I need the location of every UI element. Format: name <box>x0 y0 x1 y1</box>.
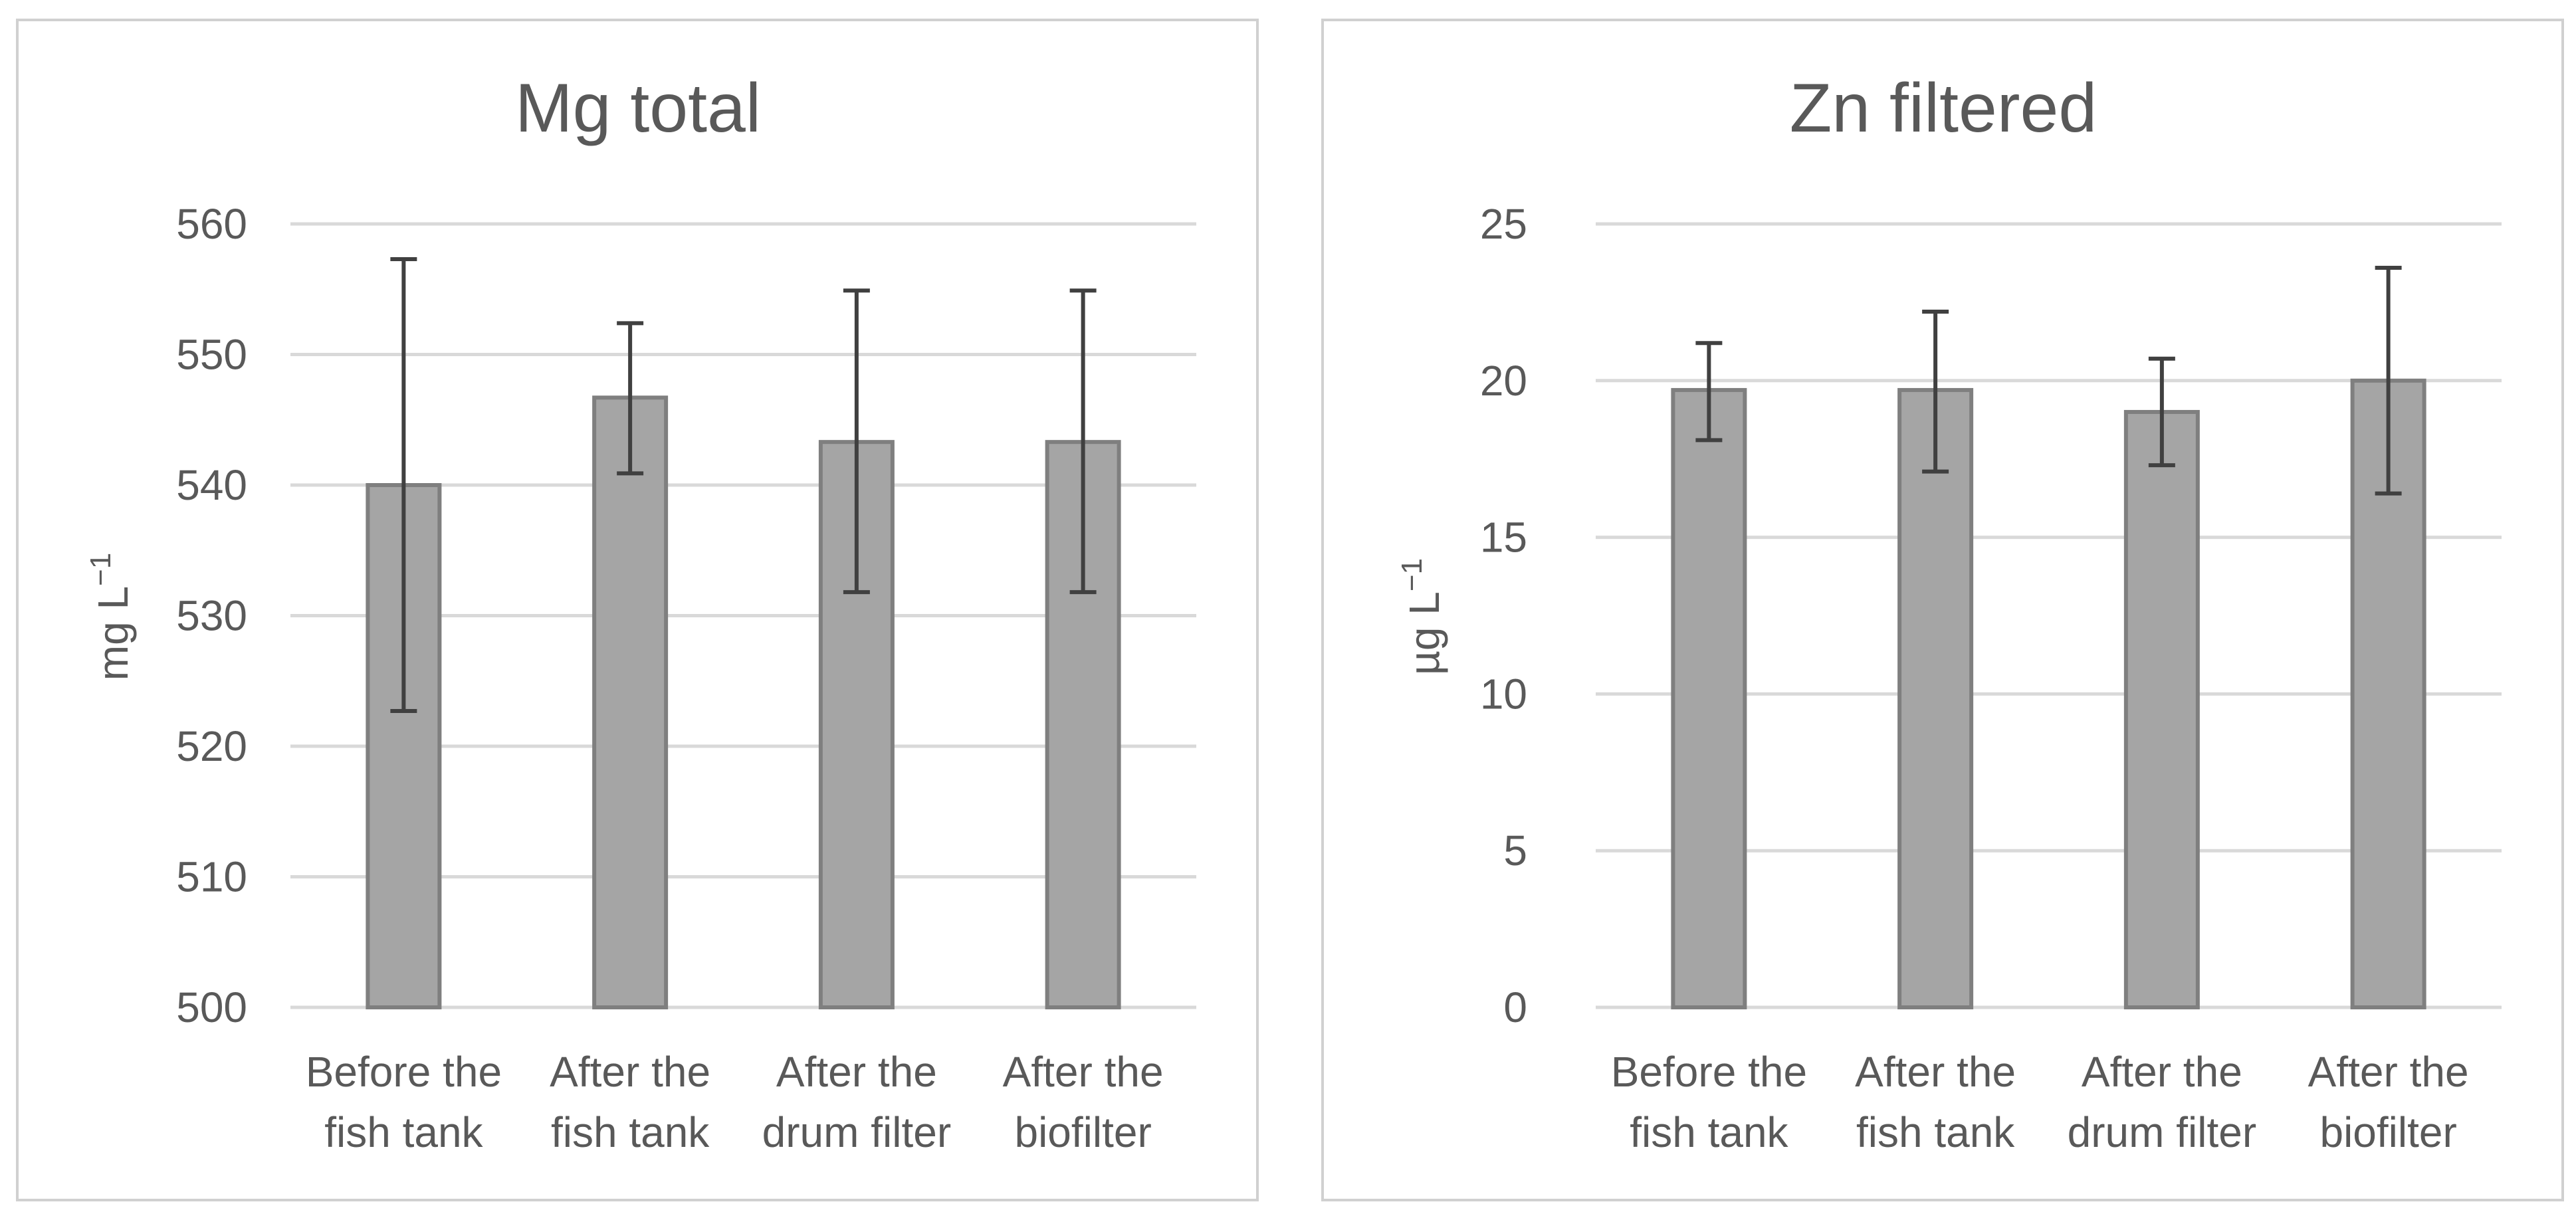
x-tick-label: Before the <box>306 1048 502 1096</box>
y-axis-label: µg L−1 <box>1396 558 1448 675</box>
x-tick-label: After the <box>550 1048 710 1096</box>
x-tick-label: drum filter <box>2068 1108 2257 1156</box>
error-bar <box>2148 356 2175 468</box>
y-tick-label: 550 <box>176 331 247 379</box>
error-bar <box>1922 310 1949 474</box>
y-tick-label: 10 <box>1480 670 1527 718</box>
error-bar <box>1069 288 1097 595</box>
x-tick-label: drum filter <box>762 1108 952 1156</box>
x-tick-label: fish tank <box>1630 1108 1788 1156</box>
chart-title: Mg total <box>515 70 761 147</box>
error-bar <box>390 257 417 713</box>
y-tick-label: 25 <box>1480 200 1527 248</box>
error-bar <box>843 288 870 595</box>
y-axis-label: mg L−1 <box>84 553 137 680</box>
x-tick-label: fish tank <box>551 1108 710 1156</box>
chart-panel-1: Mg total 500 510 520 530 540 550 560 mg L−1 Befor… <box>16 19 1259 1201</box>
error-bar <box>617 321 644 476</box>
y-tick-label: 520 <box>176 722 247 770</box>
chart-title: Zn filtered <box>1790 70 2097 147</box>
x-tick-label: After the <box>776 1048 937 1096</box>
x-tick-label: fish tank <box>1856 1108 2015 1156</box>
x-tick-label: After the <box>2082 1048 2242 1096</box>
x-tick-label: After the <box>1003 1048 1164 1096</box>
y-tick-label: 530 <box>176 592 247 640</box>
error-bar <box>1695 341 1723 443</box>
x-tick-label: biofilter <box>1014 1108 1151 1156</box>
x-tick-label: biofilter <box>2319 1108 2456 1156</box>
x-tick-label: fish tank <box>324 1108 483 1156</box>
y-tick-label: 560 <box>176 200 247 248</box>
y-tick-label: 0 <box>1503 983 1527 1031</box>
y-tick-label: 15 <box>1480 514 1527 561</box>
bar <box>366 483 442 1009</box>
bar <box>1897 387 1974 1009</box>
y-tick-label: 500 <box>176 983 247 1031</box>
x-tick-label: Before the <box>1611 1048 1807 1096</box>
y-tick-label: 540 <box>176 461 247 509</box>
bar <box>592 395 669 1009</box>
y-tick-label: 5 <box>1503 827 1527 874</box>
y-tick-label: 20 <box>1480 357 1527 405</box>
chart-panel-2: Zn filtered 0 5 10 15 20 25 µg L−1 Before the fis… <box>1321 19 2564 1201</box>
error-bar <box>2375 266 2402 496</box>
x-tick-label: After the <box>2308 1048 2469 1096</box>
bar <box>2123 409 2200 1009</box>
y-tick-label: 510 <box>176 853 247 901</box>
bar <box>1671 387 1747 1009</box>
x-tick-label: After the <box>1855 1048 2016 1096</box>
